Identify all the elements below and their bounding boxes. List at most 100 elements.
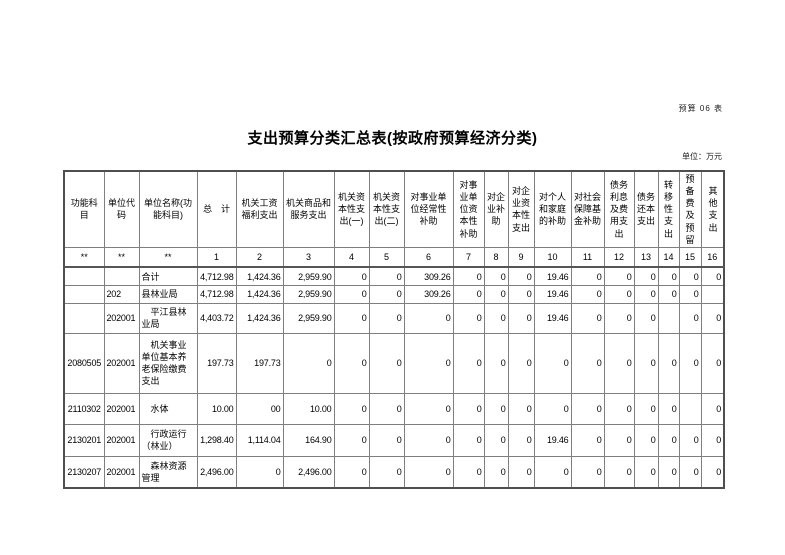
value-cell: 197.73 — [235, 332, 284, 394]
column-header: 债务还本支出 — [633, 170, 659, 248]
value-cell: 0 — [507, 266, 535, 286]
value-cell: 0 — [452, 332, 485, 394]
function-code-cell — [63, 284, 105, 304]
value-cell: 0 — [603, 302, 635, 334]
index-row: ** ** ** 1 2 3 4 5 6 7 8 9 10 11 12 13 14 15 16 — [63, 246, 725, 269]
unit-code-cell: 202001 — [103, 302, 140, 334]
column-index-cell: ** — [138, 246, 198, 269]
value-cell: 0 — [452, 423, 485, 457]
value-cell: 10.00 — [196, 392, 237, 425]
function-code-cell — [63, 266, 105, 286]
column-index-cell: 13 — [633, 246, 659, 269]
column-index-cell: 2 — [235, 246, 284, 269]
value-cell: 309.26 — [403, 266, 454, 286]
column-index-cell: 8 — [483, 246, 509, 269]
value-cell: 19.46 — [533, 284, 572, 304]
value-cell: 0 — [333, 423, 370, 457]
value-cell: 0 — [483, 455, 509, 489]
value-cell: 0 — [368, 266, 405, 286]
value-cell: 0 — [700, 423, 725, 457]
value-cell: 197.73 — [196, 332, 237, 394]
unit-name-cell: 合计 — [138, 266, 198, 286]
column-index-cell: 7 — [452, 246, 485, 269]
column-header: 转移性支出 — [657, 170, 680, 248]
value-cell: 0 — [507, 332, 535, 394]
value-cell: 0 — [678, 455, 702, 489]
value-cell: 0 — [657, 392, 680, 425]
column-index-cell: 14 — [657, 246, 680, 269]
table-row: 202 县林业局 4,712.98 1,424.36 2,959.90 0 0 309.26 0… — [63, 284, 725, 304]
value-cell: 0 — [368, 423, 405, 457]
table-row: 2130201 202001 行政运行（林业） 1,298.40 1,114.04 16… — [63, 423, 725, 457]
value-cell: 0 — [483, 332, 509, 394]
column-header: 债务利息及费用支出 — [603, 170, 635, 248]
value-cell: 0 — [368, 455, 405, 489]
column-header: 对企业资本性支出 — [507, 170, 535, 248]
unit-name-cell: 行政运行（林业） — [138, 423, 198, 457]
value-cell: 2,959.90 — [282, 266, 335, 286]
value-cell — [678, 392, 702, 425]
column-header: 总 计 — [196, 170, 237, 248]
value-cell: 0 — [483, 302, 509, 334]
column-header: 功能科目 — [63, 170, 105, 248]
value-cell: 0 — [570, 302, 605, 334]
value-cell: 0 — [678, 332, 702, 394]
header-row: 功能科目 单位代码 单位名称(功能科目) 总 计机关工资福利支出 机关商品和服务支出 机关… — [63, 170, 725, 248]
value-cell: 0 — [657, 455, 680, 489]
column-index-cell: 6 — [403, 246, 454, 269]
column-index-cell: 4 — [333, 246, 370, 269]
page-title: 支出预算分类汇总表(按政府预算经济分类) — [247, 130, 538, 147]
value-cell: 0 — [603, 455, 635, 489]
column-index-cell: 12 — [603, 246, 635, 269]
table-row: 2080505 202001 机关事业单位基本养老保险缴费支出 197.73 197.… — [63, 332, 725, 394]
value-cell: 164.90 — [282, 423, 335, 457]
column-index-cell: ** — [103, 246, 140, 269]
value-cell: 0 — [507, 455, 535, 489]
value-cell: 309.26 — [403, 284, 454, 304]
column-index-cell: 16 — [700, 246, 725, 269]
column-header: 机关资本性支出(一) — [333, 170, 370, 248]
value-cell: 0 — [368, 284, 405, 304]
table-row: 202001 平江县林业局 4,403.72 1,424.36 2,959.90 0 0 0… — [63, 302, 725, 334]
unit-code-cell — [103, 266, 140, 286]
column-header: 机关商品和服务支出 — [282, 170, 335, 248]
unit-code-cell: 202001 — [103, 332, 140, 394]
value-cell: 4,712.98 — [196, 284, 237, 304]
value-cell — [657, 302, 680, 334]
column-header: 机关资本性支出(二) — [368, 170, 405, 248]
unit-name-cell: 县林业局 — [138, 284, 198, 304]
value-cell: 0 — [533, 455, 572, 489]
table-row: 2130207 202001 森林资源管理 2,496.00 0 2,496.00 0 0 0… — [63, 455, 725, 489]
value-cell — [700, 284, 725, 304]
budget-table-body: 功能科目 单位代码 单位名称(功能科目) 总 计机关工资福利支出 机关商品和服务支出 机关… — [63, 170, 725, 489]
function-code-cell: 2110302 — [63, 392, 105, 425]
value-cell: 1,114.04 — [235, 423, 284, 457]
value-cell: 0 — [603, 423, 635, 457]
column-header: 对事业单位经常性补助 — [403, 170, 454, 248]
column-index-cell: 9 — [507, 246, 535, 269]
value-cell: 00 — [235, 392, 284, 425]
table-row: 2110302 202001 水体 10.00 00 10.00 0 0 0 0 0 0 0 0 0 0 0 0 — [63, 392, 725, 425]
function-code-cell: 2130201 — [63, 423, 105, 457]
column-index-cell: 10 — [533, 246, 572, 269]
unit-code-cell: 202001 — [103, 423, 140, 457]
value-cell: 0 — [700, 332, 725, 394]
value-cell: 0 — [603, 392, 635, 425]
value-cell: 0 — [333, 332, 370, 394]
value-cell: 0 — [368, 332, 405, 394]
value-cell: 0 — [333, 392, 370, 425]
value-cell: 0 — [452, 266, 485, 286]
value-cell: 0 — [483, 266, 509, 286]
value-cell: 0 — [452, 284, 485, 304]
value-cell: 19.46 — [533, 302, 572, 334]
value-cell: 0 — [700, 392, 725, 425]
column-header: 单位名称(功能科目) — [138, 170, 198, 248]
value-cell: 0 — [570, 284, 605, 304]
value-cell: 0 — [368, 302, 405, 334]
value-cell: 0 — [483, 392, 509, 425]
value-cell: 0 — [533, 332, 572, 394]
value-cell: 0 — [333, 302, 370, 334]
column-index-cell: ** — [63, 246, 105, 269]
value-cell: 0 — [570, 423, 605, 457]
value-cell: 2,959.90 — [282, 284, 335, 304]
